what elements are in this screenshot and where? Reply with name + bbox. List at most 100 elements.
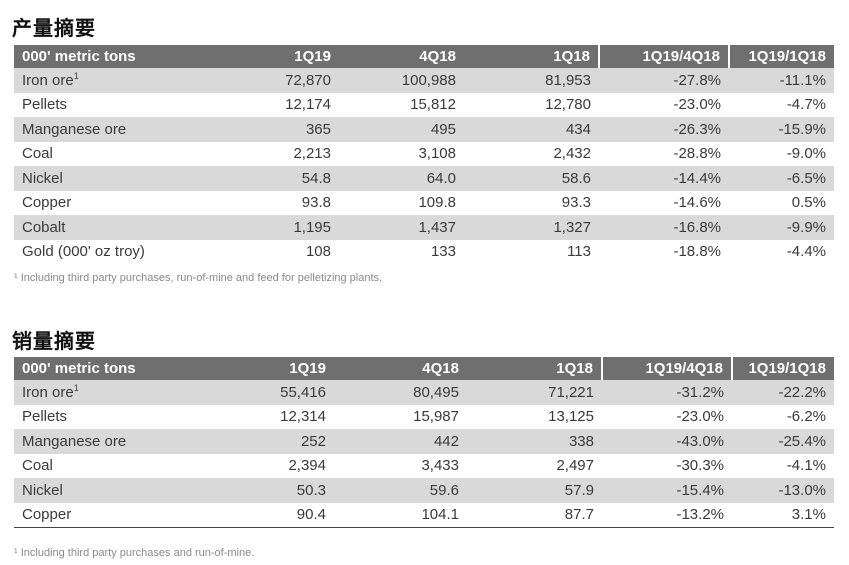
table-cell: 12,780 <box>545 96 591 114</box>
table-cell: 108 <box>305 243 331 261</box>
table-cell: -4.1% <box>786 457 826 475</box>
table-cell: 58.6 <box>464 166 599 191</box>
table-cell: -15.4% <box>602 478 732 503</box>
table-cell: -22.2% <box>732 380 834 405</box>
production-header-unit: 000' metric tons <box>14 45 219 68</box>
production-header-qoq: 1Q19/4Q18 <box>598 45 729 68</box>
sales-header-unit: 000' metric tons <box>14 357 214 380</box>
row-label-text: Coal <box>22 457 53 475</box>
row-label-text: Manganese ore <box>22 432 127 450</box>
sales-header-1q19: 1Q19 <box>214 357 334 380</box>
row-label: Pellets <box>14 405 214 430</box>
footnote-marker: 1 <box>73 382 79 393</box>
row-label-text: Cobalt <box>22 218 66 236</box>
table-cell: -30.3% <box>676 457 724 475</box>
table-cell: 72,870 <box>219 68 339 93</box>
table-cell: -31.2% <box>602 380 732 405</box>
row-label-text: Iron ore <box>22 71 74 89</box>
table-cell: -9.9% <box>729 215 834 240</box>
table-cell: 90.4 <box>214 502 334 528</box>
row-label: Gold (000' oz troy) <box>14 240 219 265</box>
table-cell: 442 <box>334 429 467 454</box>
footnote-marker: 1 <box>73 70 79 81</box>
table-cell: -11.1% <box>729 68 834 93</box>
table-cell: 113 <box>567 243 591 261</box>
row-label: Cobalt <box>14 215 219 240</box>
sales-table: 000' metric tons 1Q19 4Q18 1Q18 1Q19/4Q1… <box>14 357 834 528</box>
table-cell: 15,812 <box>410 96 456 114</box>
row-label: Coal <box>14 454 214 479</box>
table-cell: 1,437 <box>339 215 464 240</box>
table-cell: 100,988 <box>339 68 464 93</box>
production-summary-title: 产量摘要 <box>12 16 96 40</box>
table-cell: -27.8% <box>599 68 729 93</box>
sales-header-1q18: 1Q18 <box>467 357 602 380</box>
table-row: Pellets 12,314 15,987 13,125 -23.0% -6.2% <box>14 405 834 430</box>
sales-header-yoy: 1Q19/1Q18 <box>731 357 834 380</box>
table-row: Iron ore1 55,416 80,495 71,221 -31.2% -22.2% <box>14 380 834 405</box>
table-cell: 54.8 <box>219 166 339 191</box>
sales-summary-title: 销量摘要 <box>12 329 96 353</box>
table-cell: 93.8 <box>301 194 331 212</box>
table-cell: -13.2% <box>602 502 732 528</box>
row-label-text: Nickel <box>22 481 63 499</box>
table-cell: 71,221 <box>467 380 602 405</box>
table-cell: 2,213 <box>293 145 331 163</box>
row-label-text: Copper <box>22 194 72 212</box>
table-cell: 80,495 <box>334 380 467 405</box>
row-label: Coal <box>14 142 219 167</box>
table-cell: -9.0% <box>786 145 826 163</box>
sales-header-4q18: 4Q18 <box>334 357 467 380</box>
table-cell: 1,195 <box>219 215 339 240</box>
row-label-text: Coal <box>22 145 53 163</box>
table-row: Manganese ore 365 495 434 -26.3% -15.9% <box>14 117 834 142</box>
table-cell: 3,433 <box>421 457 459 475</box>
table-cell: -23.0% <box>676 408 724 426</box>
table-cell: 434 <box>464 117 599 142</box>
table-cell: 15,987 <box>413 408 459 426</box>
table-cell: 81,953 <box>464 68 599 93</box>
table-cell: 87.7 <box>467 502 602 528</box>
table-cell: 338 <box>467 429 602 454</box>
production-header-1q18: 1Q18 <box>464 45 599 68</box>
table-cell: 252 <box>214 429 334 454</box>
table-row: Cobalt 1,195 1,437 1,327 -16.8% -9.9% <box>14 215 834 240</box>
table-cell: 2,394 <box>288 457 326 475</box>
row-label: Copper <box>14 191 219 216</box>
table-cell: -14.6% <box>673 194 721 212</box>
row-label: Manganese ore <box>14 117 219 142</box>
table-row: Coal 2,394 3,433 2,497 -30.3% -4.1% <box>14 454 834 479</box>
table-cell: 104.1 <box>334 502 467 528</box>
table-cell: -13.0% <box>732 478 834 503</box>
table-cell: 12,314 <box>280 408 326 426</box>
table-row: Nickel 50.3 59.6 57.9 -15.4% -13.0% <box>14 478 834 503</box>
table-cell: -23.0% <box>673 96 721 114</box>
table-cell: 12,174 <box>285 96 331 114</box>
table-cell: -18.8% <box>673 243 721 261</box>
table-cell: 1,327 <box>464 215 599 240</box>
table-cell: -4.7% <box>786 96 826 114</box>
table-row: Iron ore1 72,870 100,988 81,953 -27.8% -11.1% <box>14 68 834 93</box>
table-cell: 13,125 <box>548 408 594 426</box>
table-cell: 109.8 <box>418 194 456 212</box>
table-cell: 495 <box>339 117 464 142</box>
table-cell: -28.8% <box>673 145 721 163</box>
row-label: Copper <box>14 502 214 528</box>
table-row: Pellets 12,174 15,812 12,780 -23.0% -4.7% <box>14 93 834 118</box>
table-cell: -6.2% <box>786 408 826 426</box>
table-cell: -16.8% <box>599 215 729 240</box>
table-cell: 365 <box>219 117 339 142</box>
sales-header-row: 000' metric tons 1Q19 4Q18 1Q18 1Q19/4Q1… <box>14 357 834 380</box>
production-header-4q18: 4Q18 <box>339 45 464 68</box>
row-label: Iron ore1 <box>14 380 214 405</box>
table-row: Copper 90.4 104.1 87.7 -13.2% 3.1% <box>14 502 834 528</box>
table-row: Gold (000' oz troy) 108 133 113 -18.8% -4.4% <box>14 240 834 265</box>
table-cell: 3.1% <box>732 502 834 528</box>
row-label-text: Copper <box>22 506 72 524</box>
table-cell: 2,432 <box>553 145 591 163</box>
table-cell: 59.6 <box>334 478 467 503</box>
table-cell: 0.5% <box>791 194 826 212</box>
table-cell: 2,497 <box>556 457 594 475</box>
row-label-text: Pellets <box>22 408 68 426</box>
table-cell: -43.0% <box>602 429 732 454</box>
